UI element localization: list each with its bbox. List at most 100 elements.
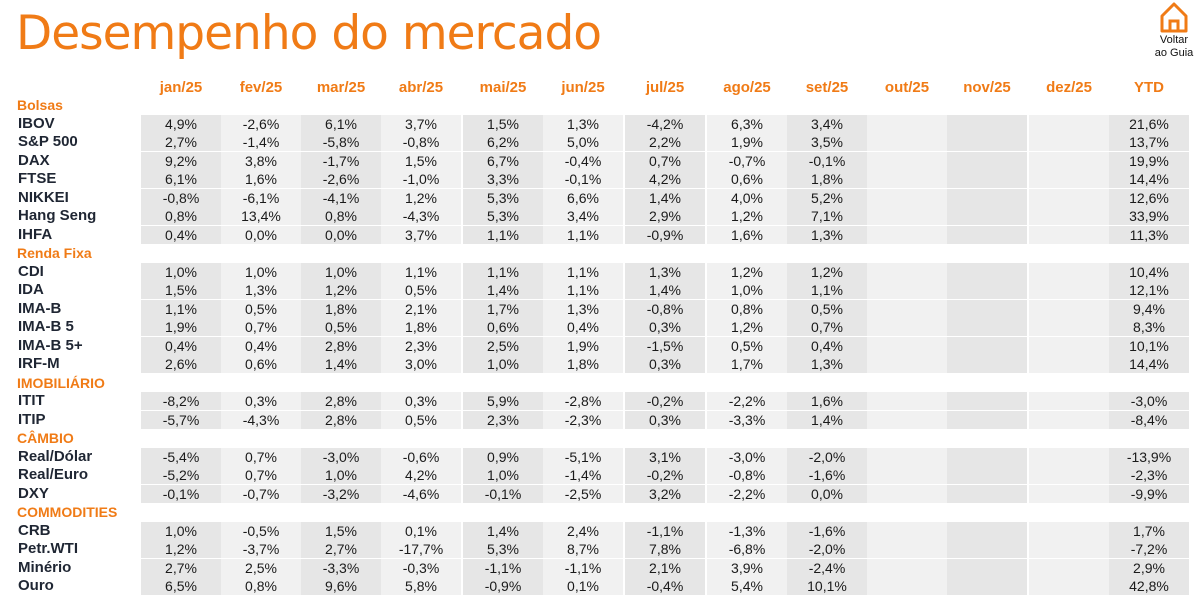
table-cell bbox=[867, 355, 947, 373]
row-label: ITIT bbox=[18, 392, 45, 409]
table-cell: 5,3% bbox=[463, 540, 543, 558]
table-cell bbox=[1029, 170, 1109, 188]
table-cell: 1,8% bbox=[543, 355, 623, 373]
table-cell: 2,7% bbox=[301, 540, 381, 558]
table-cell: -5,7% bbox=[141, 410, 221, 429]
table-cell: 5,4% bbox=[707, 577, 787, 595]
table-cell: 1,3% bbox=[787, 355, 867, 373]
table-cell: -2,8% bbox=[543, 392, 623, 410]
table-cell bbox=[1029, 151, 1109, 170]
table-cell bbox=[867, 447, 947, 466]
back-label-line2: ao Guia bbox=[1154, 47, 1194, 59]
table-cell bbox=[1029, 558, 1109, 577]
table-cell bbox=[1029, 281, 1109, 299]
table-cell: 0,4% bbox=[543, 318, 623, 336]
table-cell: 1,0% bbox=[463, 466, 543, 484]
table-cell: -0,8% bbox=[381, 133, 461, 151]
table-cell bbox=[1029, 336, 1109, 355]
table-cell bbox=[1029, 355, 1109, 373]
column-header: abr/25 bbox=[398, 79, 444, 96]
table-cell: -0,4% bbox=[543, 151, 623, 170]
table-cell: 1,5% bbox=[463, 114, 543, 133]
table-cell bbox=[1029, 262, 1109, 281]
table-cell: -0,8% bbox=[141, 188, 221, 207]
table-cell: 12,6% bbox=[1109, 188, 1189, 207]
table-cell: 0,4% bbox=[141, 225, 221, 244]
table-cell bbox=[947, 151, 1027, 170]
table-cell bbox=[947, 447, 1027, 466]
table-cell: 4,2% bbox=[381, 466, 461, 484]
table-cell: 1,0% bbox=[301, 262, 381, 281]
table-cell bbox=[867, 133, 947, 151]
table-cell: 10,1% bbox=[1109, 336, 1189, 355]
table-cell: 1,1% bbox=[381, 262, 461, 281]
table-cell: 0,7% bbox=[221, 318, 301, 336]
table-cell bbox=[947, 281, 1027, 299]
table-cell bbox=[1029, 410, 1109, 429]
table-cell: 1,1% bbox=[543, 281, 623, 299]
table-cell: 1,6% bbox=[707, 225, 787, 244]
table-cell bbox=[867, 281, 947, 299]
table-cell bbox=[1029, 521, 1109, 540]
table-cell bbox=[947, 466, 1027, 484]
table-cell: 0,3% bbox=[625, 318, 705, 336]
table-cell: 1,4% bbox=[463, 281, 543, 299]
table-cell: 2,8% bbox=[301, 392, 381, 410]
table-cell: -3,7% bbox=[221, 540, 301, 558]
table-cell: 2,6% bbox=[141, 355, 221, 373]
table-cell: 19,9% bbox=[1109, 151, 1189, 170]
table-cell bbox=[947, 188, 1027, 207]
table-cell: 1,1% bbox=[463, 262, 543, 281]
table-cell: -2,5% bbox=[543, 484, 623, 503]
table-cell: 0,1% bbox=[543, 577, 623, 595]
table-cell: -2,4% bbox=[787, 558, 867, 577]
table-cell: -0,8% bbox=[707, 466, 787, 484]
table-cell bbox=[947, 225, 1027, 244]
table-cell: 8,3% bbox=[1109, 318, 1189, 336]
home-icon bbox=[1160, 2, 1188, 33]
table-cell: 0,7% bbox=[625, 151, 705, 170]
row-label: IMA-B 5 bbox=[18, 318, 74, 335]
table-cell: 3,4% bbox=[787, 114, 867, 133]
table-cell: -2,3% bbox=[543, 410, 623, 429]
table-cell: -2,6% bbox=[221, 114, 301, 133]
back-label-line1: Voltar bbox=[1159, 34, 1189, 46]
column-header: ago/25 bbox=[723, 79, 771, 96]
table-cell bbox=[947, 521, 1027, 540]
table-cell: 3,0% bbox=[381, 355, 461, 373]
back-to-guide-button[interactable]: Voltar ao Guia bbox=[1148, 0, 1200, 60]
table-cell: 6,3% bbox=[707, 114, 787, 133]
table-cell bbox=[947, 336, 1027, 355]
column-header: mar/25 bbox=[316, 79, 366, 96]
row-label: IMA-B bbox=[18, 299, 62, 317]
column-header: jun/25 bbox=[561, 79, 605, 96]
table-cell: 1,9% bbox=[543, 336, 623, 355]
table-cell: 0,8% bbox=[221, 577, 301, 595]
table-cell: 0,8% bbox=[707, 299, 787, 318]
table-cell: 2,7% bbox=[141, 558, 221, 577]
column-header: fev/25 bbox=[239, 79, 283, 96]
table-cell: 12,1% bbox=[1109, 281, 1189, 299]
row-label: Real/Euro bbox=[18, 466, 89, 483]
row-label: NIKKEI bbox=[18, 188, 69, 206]
table-cell: 0,9% bbox=[463, 447, 543, 466]
table-cell: 5,0% bbox=[543, 133, 623, 151]
table-cell bbox=[1029, 114, 1109, 133]
section-label: CÂMBIO bbox=[17, 430, 74, 446]
table-cell bbox=[867, 540, 947, 558]
table-cell bbox=[1029, 392, 1109, 410]
table-cell: 1,4% bbox=[625, 281, 705, 299]
table-cell: -0,2% bbox=[625, 392, 705, 410]
table-cell: -1,6% bbox=[787, 466, 867, 484]
table-cell: 3,4% bbox=[543, 207, 623, 225]
table-cell: -2,6% bbox=[301, 170, 381, 188]
table-cell: 0,0% bbox=[301, 225, 381, 244]
table-cell bbox=[1029, 466, 1109, 484]
table-cell bbox=[947, 114, 1027, 133]
table-cell: 5,3% bbox=[463, 188, 543, 207]
table-cell bbox=[1029, 299, 1109, 318]
table-cell: -1,4% bbox=[543, 466, 623, 484]
table-cell: 1,0% bbox=[141, 521, 221, 540]
table-cell: -0,1% bbox=[543, 170, 623, 188]
table-cell: -0,7% bbox=[221, 484, 301, 503]
